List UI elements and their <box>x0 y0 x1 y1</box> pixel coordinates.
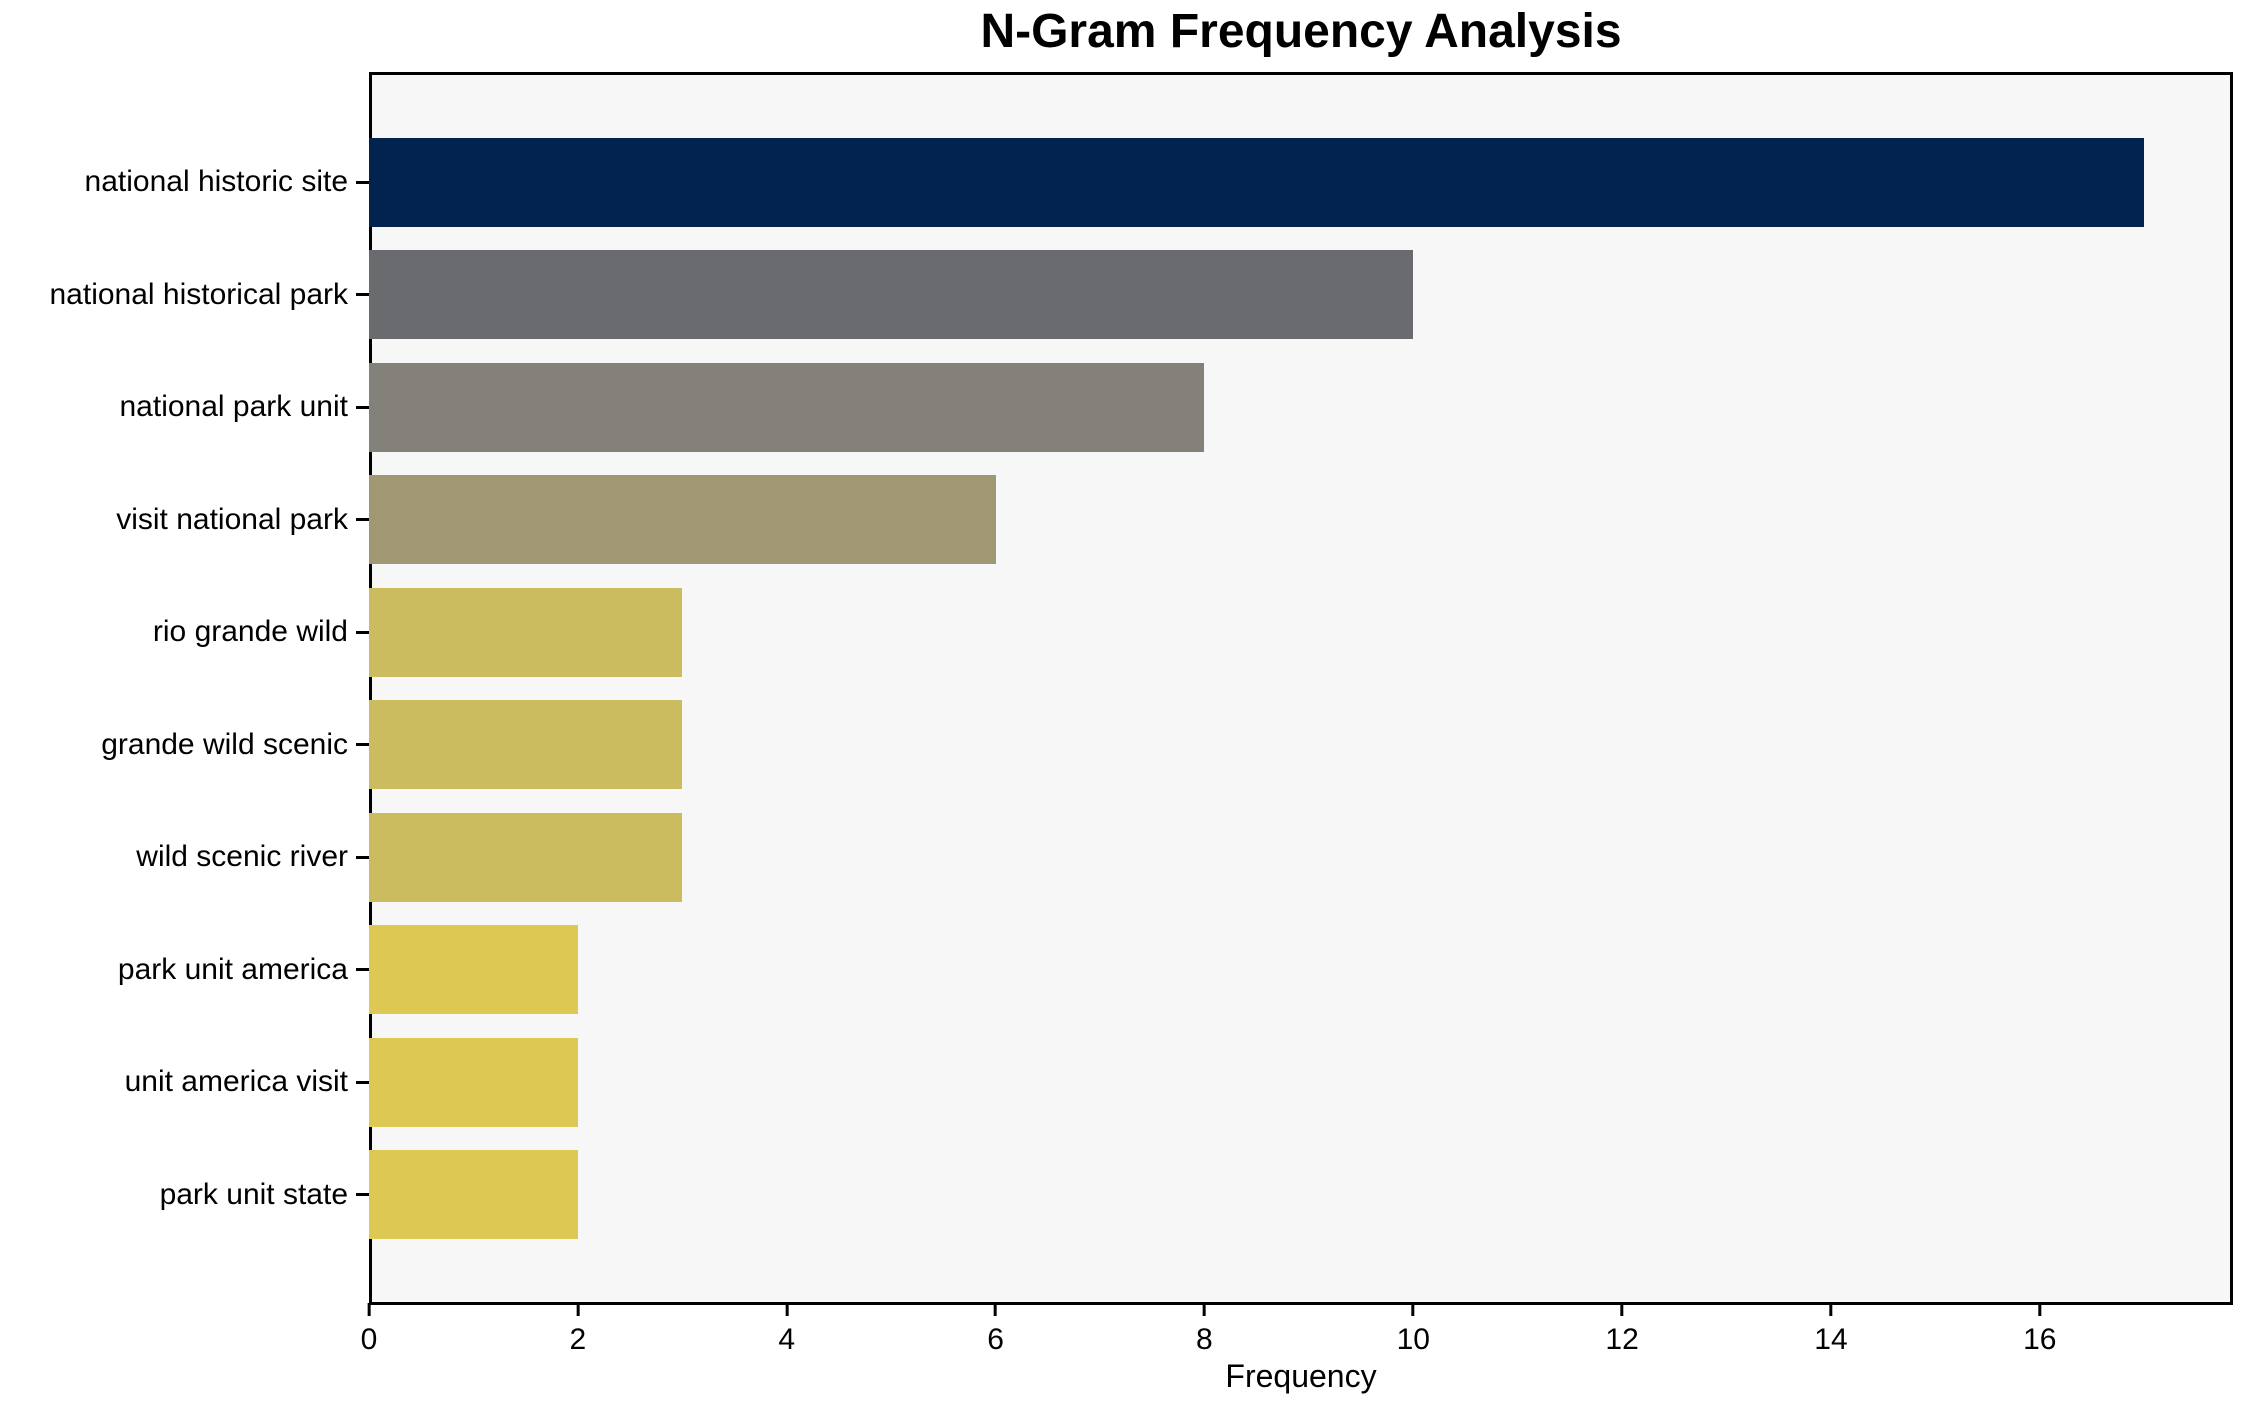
y-tick-mark <box>356 630 369 634</box>
x-tick-mark <box>1620 1303 1624 1316</box>
x-tick-mark <box>785 1303 789 1316</box>
x-tick-mark <box>576 1303 580 1316</box>
y-label-row: rio grande wild <box>0 576 369 689</box>
y-tick-mark <box>356 518 369 522</box>
y-label-row: park unit america <box>0 914 369 1027</box>
y-tick-label: national historical park <box>49 277 349 311</box>
y-tick-mark <box>356 180 369 184</box>
bar-rio-grande-wild <box>369 587 683 677</box>
chart-title: N-Gram Frequency Analysis <box>980 5 1622 58</box>
x-tick: 6 <box>987 1303 1004 1357</box>
x-tick-label: 14 <box>1814 1323 1848 1356</box>
y-tick-label: unit america visit <box>124 1065 348 1099</box>
x-tick: 8 <box>1196 1303 1213 1357</box>
y-tick-mark <box>356 855 369 859</box>
x-tick-mark <box>2038 1303 2042 1316</box>
bar-row <box>369 576 2233 689</box>
bar-row <box>369 801 2233 914</box>
bar-wild-scenic-river <box>369 812 683 902</box>
bar-park-unit-state <box>369 1150 578 1240</box>
bar-visit-national-park <box>369 475 996 565</box>
y-tick-label: visit national park <box>116 502 348 536</box>
y-tick-label: rio grande wild <box>152 615 348 649</box>
bar-row <box>369 914 2233 1027</box>
x-tick-label: 10 <box>1396 1323 1430 1356</box>
bar-row <box>369 126 2233 239</box>
y-tick-mark <box>356 743 369 747</box>
x-tick: 4 <box>778 1303 795 1357</box>
y-tick-label: national park unit <box>119 390 349 424</box>
bar-row <box>369 1139 2233 1252</box>
x-tick-mark <box>1202 1303 1206 1316</box>
y-label-row: national historic site <box>0 126 369 239</box>
x-tick: 2 <box>569 1303 587 1357</box>
x-tick-label: 12 <box>1605 1323 1639 1356</box>
x-tick: 14 <box>1814 1303 1848 1357</box>
x-tick: 0 <box>360 1303 378 1357</box>
y-label-row: visit national park <box>0 464 369 577</box>
bar-row <box>369 351 2233 464</box>
bars-area <box>369 72 2233 1305</box>
y-label-row: national park unit <box>0 351 369 464</box>
x-tick: 12 <box>1605 1303 1639 1357</box>
bar-row <box>369 689 2233 802</box>
y-label-row: park unit state <box>0 1139 369 1252</box>
y-tick-label: wild scenic river <box>136 840 348 874</box>
x-axis-title: Frequency <box>1225 1358 1377 1394</box>
y-tick-mark <box>356 1080 369 1084</box>
bar-grande-wild-scenic <box>369 700 683 790</box>
y-tick-mark <box>356 1193 369 1197</box>
x-tick-mark <box>994 1303 998 1316</box>
y-tick-label: grande wild scenic <box>101 727 348 761</box>
x-tick-mark <box>367 1303 371 1316</box>
y-tick-label: park unit america <box>117 952 348 986</box>
y-label-row: national historical park <box>0 239 369 352</box>
bar-row <box>369 464 2233 577</box>
x-tick-label: 8 <box>1196 1323 1213 1356</box>
bar-row <box>369 239 2233 352</box>
y-tick-mark <box>356 405 369 409</box>
bar-unit-america-visit <box>369 1037 578 1127</box>
x-tick-label: 0 <box>360 1323 378 1356</box>
x-tick: 10 <box>1397 1303 1430 1357</box>
y-tick-label: park unit state <box>159 1177 348 1211</box>
x-axis-ticks: 0 2 4 6 8 10 12 14 16 <box>361 1303 2233 1363</box>
x-tick-label: 6 <box>987 1323 1004 1356</box>
y-label-row: unit america visit <box>0 1026 369 1139</box>
x-tick-label: 4 <box>778 1323 796 1356</box>
y-axis-labels: national historic site national historica… <box>0 72 369 1305</box>
y-tick-mark <box>356 968 369 972</box>
bar-national-historic-site <box>369 137 2145 227</box>
y-label-row: grande wild scenic <box>0 689 369 802</box>
y-tick-mark <box>356 293 369 297</box>
x-tick-label: 2 <box>569 1323 587 1356</box>
x-tick-mark <box>1829 1303 1833 1316</box>
y-tick-label: national historic site <box>84 165 348 199</box>
x-tick: 16 <box>2023 1303 2056 1357</box>
y-label-row: wild scenic river <box>0 801 369 914</box>
bar-park-unit-america <box>369 925 578 1015</box>
bar-row <box>369 1026 2233 1139</box>
bar-national-historical-park <box>369 250 1414 340</box>
x-tick-mark <box>1411 1303 1415 1316</box>
bar-national-park-unit <box>369 362 1205 452</box>
x-tick-label: 16 <box>2023 1323 2057 1356</box>
